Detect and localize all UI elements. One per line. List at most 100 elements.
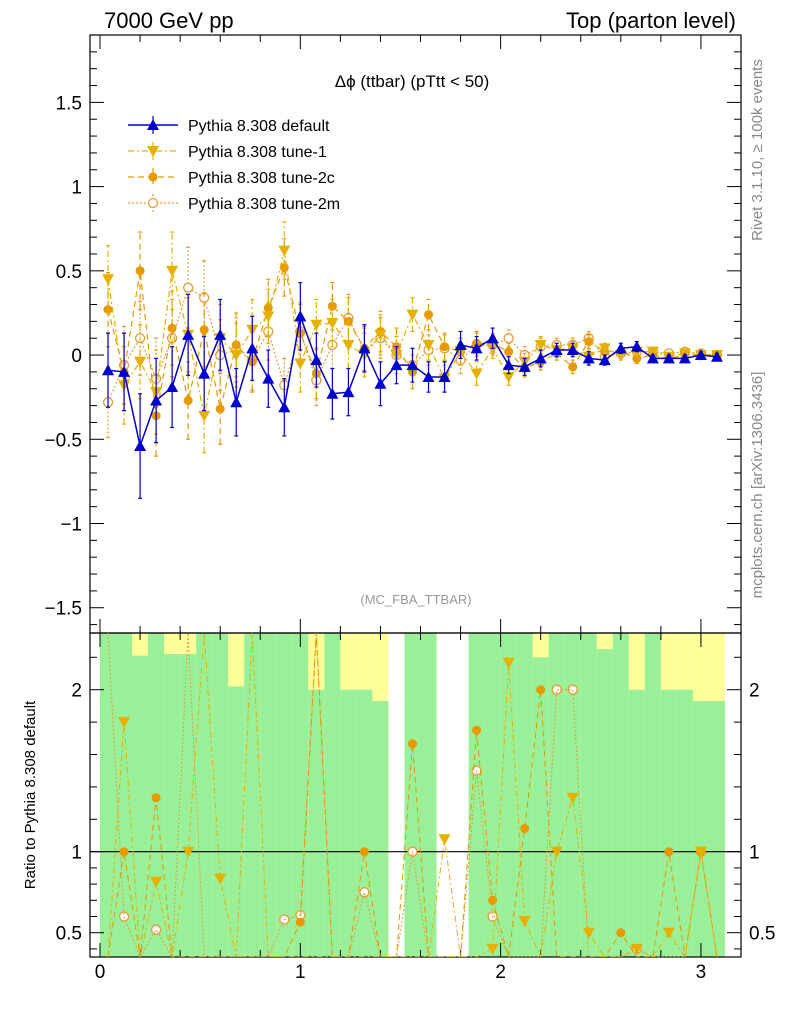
data-point (406, 359, 419, 371)
ratio-band-green (660, 689, 677, 957)
ratio-band-green (596, 649, 613, 957)
ratio-y-axis-label: Ratio to Pythia 8.308 default (22, 700, 39, 889)
ratio-point (502, 657, 515, 669)
ratio-band-green (628, 689, 645, 957)
ratio-point (118, 911, 130, 922)
ratio-band-green (708, 701, 725, 957)
ratio-band-green (276, 633, 293, 957)
data-point (102, 364, 115, 376)
ratio-band-green (228, 686, 245, 957)
data-point (440, 342, 450, 352)
data-point (390, 359, 403, 371)
y-tick-label: −1 (60, 515, 82, 536)
data-point (454, 338, 467, 350)
legend-label: Pythia 8.308 tune-2m (188, 196, 340, 213)
data-point (310, 319, 323, 331)
data-point (199, 325, 209, 335)
ratio-band-green (260, 633, 277, 957)
ratio-point (536, 685, 546, 695)
data-point (262, 372, 275, 384)
ratio-point (520, 824, 530, 834)
data-point (294, 310, 307, 322)
data-point (614, 342, 627, 354)
series-tune-2m (102, 246, 723, 439)
data-point (374, 377, 387, 389)
x-tick-label: 1 (295, 962, 306, 983)
data-point (166, 265, 179, 277)
data-point (182, 328, 195, 340)
data-point (470, 368, 483, 380)
ratio-band-green (116, 633, 133, 957)
ratio-band-green (372, 701, 389, 957)
ratio-line (107, 633, 718, 957)
y-tick-label: 1.5 (56, 93, 82, 114)
x-tick-label: 2 (495, 962, 506, 983)
ratio-band-green (180, 654, 197, 957)
data-point (134, 356, 147, 368)
data-point (183, 282, 194, 293)
ratio-band-green (196, 633, 213, 957)
data-point (102, 274, 115, 286)
data-point (502, 371, 515, 383)
series-line (107, 250, 717, 416)
ratio-band-green (548, 633, 565, 957)
axis-ticks: 1.5 1 0.5 0 −0.5 −1 −1.5 2 2 1 1 0.5 0.5 0 1 2 3 (44, 35, 775, 983)
y-tick-label: 0 (71, 346, 82, 367)
ratio-y-tick-label-left: 0.5 (56, 924, 82, 945)
legend-marker (147, 146, 159, 157)
y-tick-label: −0.5 (44, 430, 82, 451)
ratio-band-green (164, 654, 181, 957)
data-point (198, 367, 211, 379)
ratio-band-green (324, 633, 341, 957)
data-point (183, 396, 193, 406)
series-default (102, 282, 723, 499)
data-point (215, 404, 225, 414)
series-tune-1 (102, 221, 723, 454)
data-point (518, 360, 531, 372)
data-point (167, 323, 177, 333)
header-left: 7000 GeV pp (104, 8, 234, 33)
ratio-y-tick-label-left: 1 (71, 843, 82, 864)
rivet-label: Rivet 3.1.10, ≥ 100k events (749, 59, 766, 241)
ratio-uncertainty-bands (100, 633, 725, 957)
data-point (342, 386, 355, 398)
data-point (246, 342, 259, 354)
y-tick-label: 0.5 (56, 262, 82, 283)
ratio-band-green (484, 633, 501, 957)
ratio-point (582, 927, 595, 939)
data-point (118, 365, 131, 377)
ratio-point (150, 924, 162, 935)
data-point (503, 333, 514, 344)
legend-marker (148, 172, 158, 182)
ratio-band-green (532, 657, 549, 957)
data-point (135, 266, 145, 276)
data-point (358, 342, 371, 354)
data-point (278, 401, 291, 413)
data-point (422, 339, 435, 351)
data-point (646, 346, 659, 358)
header-right: Top (parton level) (566, 8, 736, 33)
data-point (310, 354, 323, 366)
ratio-point (438, 834, 451, 846)
ratio-band-green (308, 689, 325, 957)
mcplots-label: mcplots.cern.ch [arXiv:1306.3436] (749, 372, 766, 599)
data-series (102, 221, 723, 957)
legend-label: Pythia 8.308 tune-1 (188, 144, 327, 161)
data-point (406, 309, 419, 321)
ratio-y-tick-label-left: 2 (71, 681, 82, 702)
data-point (230, 396, 243, 408)
ratio-band-green (132, 655, 149, 957)
data-point (534, 339, 547, 351)
data-point (326, 387, 339, 399)
legend-marker (147, 197, 159, 209)
data-point (662, 352, 675, 364)
data-point (134, 440, 147, 452)
data-point (584, 337, 594, 347)
data-point (504, 347, 514, 357)
legend: Pythia 8.308 default Pythia 8.308 tune-1 P… (128, 116, 340, 213)
legend-label: Pythia 8.308 default (188, 118, 330, 135)
ratio-band-green (420, 633, 437, 957)
ratio-band-green (404, 633, 421, 957)
ratio-band-green (100, 633, 117, 957)
